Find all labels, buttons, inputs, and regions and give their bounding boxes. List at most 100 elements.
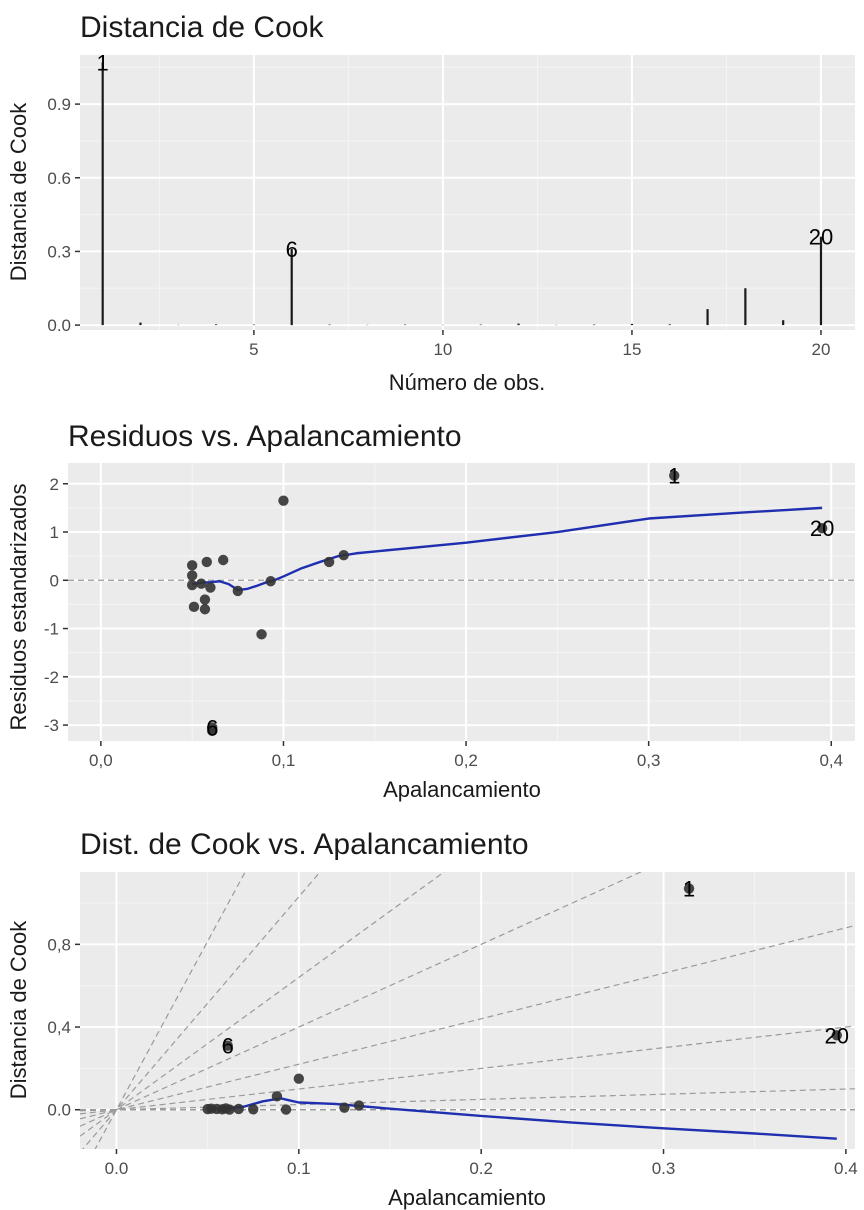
data-point bbox=[186, 579, 198, 591]
x-tick-label: 0.4 bbox=[834, 1159, 858, 1178]
y-axis-ticks: -3 -2 -1 0 1 2 bbox=[44, 475, 68, 735]
point-label: 6 bbox=[206, 715, 218, 740]
plot-panel bbox=[80, 872, 855, 1149]
cook-contour-line bbox=[80, 872, 643, 1127]
chart-title: Distancia de Cook bbox=[80, 11, 324, 44]
x-axis-ticks: 0,0 0,1 0,2 0,3 0,4 bbox=[89, 741, 843, 770]
data-point bbox=[293, 1073, 305, 1084]
y-tick-label: -2 bbox=[44, 668, 59, 687]
plot-content bbox=[80, 872, 855, 1149]
smooth-line bbox=[191, 506, 823, 592]
data-point bbox=[683, 883, 695, 894]
y-tick-label: 0.0 bbox=[47, 1101, 71, 1120]
x-tick-label: 0,3 bbox=[637, 751, 661, 770]
data-point bbox=[224, 1104, 235, 1115]
data-point bbox=[353, 1100, 365, 1111]
cook-contour-line bbox=[94, 872, 246, 1149]
plot-content bbox=[101, 62, 823, 326]
y-tick-label: -3 bbox=[44, 716, 59, 735]
data-point bbox=[186, 570, 198, 581]
x-tick-label: 0,2 bbox=[454, 751, 478, 770]
smooth-line bbox=[207, 1097, 837, 1140]
data-point bbox=[831, 1030, 842, 1041]
x-tick-label: 0,0 bbox=[89, 751, 113, 770]
data-point bbox=[199, 594, 211, 605]
data-point bbox=[248, 1104, 259, 1115]
y-tick-label: 0 bbox=[50, 571, 59, 590]
y-tick-label: 1 bbox=[50, 523, 59, 542]
y-axis-label: Residuos estandarizados bbox=[6, 483, 31, 730]
data-point bbox=[186, 560, 198, 571]
data-point bbox=[199, 604, 211, 615]
y-axis-ticks: 0.0 0,4 0,8 bbox=[47, 935, 80, 1120]
point-label: 1 bbox=[97, 50, 109, 75]
y-tick-label: 0.9 bbox=[47, 95, 71, 114]
data-point bbox=[816, 522, 828, 534]
data-point bbox=[669, 470, 680, 481]
x-axis-label: Número de obs. bbox=[389, 370, 546, 395]
y-axis-label: Distancia de Cook bbox=[6, 102, 31, 282]
y-tick-label: 2 bbox=[50, 475, 59, 494]
x-axis-ticks: 0.0 0.1 0.2 0.3 0.4 bbox=[105, 1149, 858, 1178]
y-tick-label: -1 bbox=[44, 620, 59, 639]
x-tick-label: 0.0 bbox=[105, 1159, 129, 1178]
data-point bbox=[271, 1091, 283, 1102]
data-point bbox=[222, 1040, 233, 1051]
point-label: 1 bbox=[683, 877, 695, 902]
point-label: 1 bbox=[668, 464, 680, 489]
chart-title: Residuos vs. Apalancamiento bbox=[68, 420, 462, 453]
data-point bbox=[278, 495, 289, 506]
data-point bbox=[207, 725, 218, 737]
point-label: 20 bbox=[810, 516, 834, 541]
y-tick-label: 0.6 bbox=[47, 169, 71, 188]
x-tick-label: 0,1 bbox=[272, 751, 296, 770]
data-point bbox=[323, 556, 335, 568]
data-point bbox=[265, 576, 276, 587]
data-point bbox=[188, 601, 200, 613]
x-tick-label: 0,4 bbox=[819, 751, 843, 770]
data-point bbox=[280, 1104, 292, 1115]
cooks-vs-leverage-chart: Dist. de Cook vs. Apalancamiento 16 20 0.… bbox=[6, 828, 858, 1210]
data-point bbox=[196, 578, 207, 589]
data-point bbox=[232, 585, 244, 597]
y-tick-label: 0.3 bbox=[47, 242, 71, 261]
point-label: 20 bbox=[809, 225, 833, 250]
cooks-distance-chart: Distancia de Cook 16 20 5 10 15 20 0.00.30.6… bbox=[6, 11, 855, 395]
data-point bbox=[339, 1102, 350, 1113]
x-tick-label: 0.1 bbox=[287, 1159, 311, 1178]
x-axis-ticks: 5 10 15 20 bbox=[249, 330, 830, 359]
chart-title: Dist. de Cook vs. Apalancamiento bbox=[80, 828, 529, 861]
x-tick-label: 15 bbox=[622, 340, 641, 359]
data-point bbox=[205, 582, 216, 593]
y-tick-label: 0.0 bbox=[47, 316, 71, 335]
data-point bbox=[218, 554, 229, 566]
y-tick-label: 0,8 bbox=[47, 935, 71, 954]
cook-contour-line bbox=[80, 924, 855, 1120]
y-axis-ticks: 0.0 0.3 0.6 0.9 bbox=[47, 95, 80, 335]
data-point bbox=[338, 549, 349, 561]
data-point bbox=[201, 556, 212, 568]
x-axis-label: Apalancamiento bbox=[383, 777, 541, 802]
x-tick-label: 0.3 bbox=[652, 1159, 676, 1178]
point-label: 6 bbox=[222, 1034, 234, 1059]
point-label: 20 bbox=[825, 1023, 849, 1048]
plot-panel bbox=[68, 463, 855, 741]
y-axis-label: Distancia de Cook bbox=[6, 920, 31, 1100]
x-tick-label: 20 bbox=[812, 340, 831, 359]
y-tick-label: 0,4 bbox=[47, 1018, 71, 1037]
plot-panel bbox=[80, 55, 855, 330]
x-tick-label: 10 bbox=[433, 340, 452, 359]
plot-content bbox=[68, 470, 855, 737]
gridlines bbox=[80, 55, 855, 330]
x-axis-label: Apalancamiento bbox=[388, 1185, 546, 1210]
x-tick-label: 5 bbox=[249, 340, 258, 359]
x-tick-label: 0.2 bbox=[469, 1159, 493, 1178]
data-point bbox=[233, 1103, 244, 1115]
point-label: 6 bbox=[286, 237, 298, 262]
data-point bbox=[256, 629, 267, 640]
